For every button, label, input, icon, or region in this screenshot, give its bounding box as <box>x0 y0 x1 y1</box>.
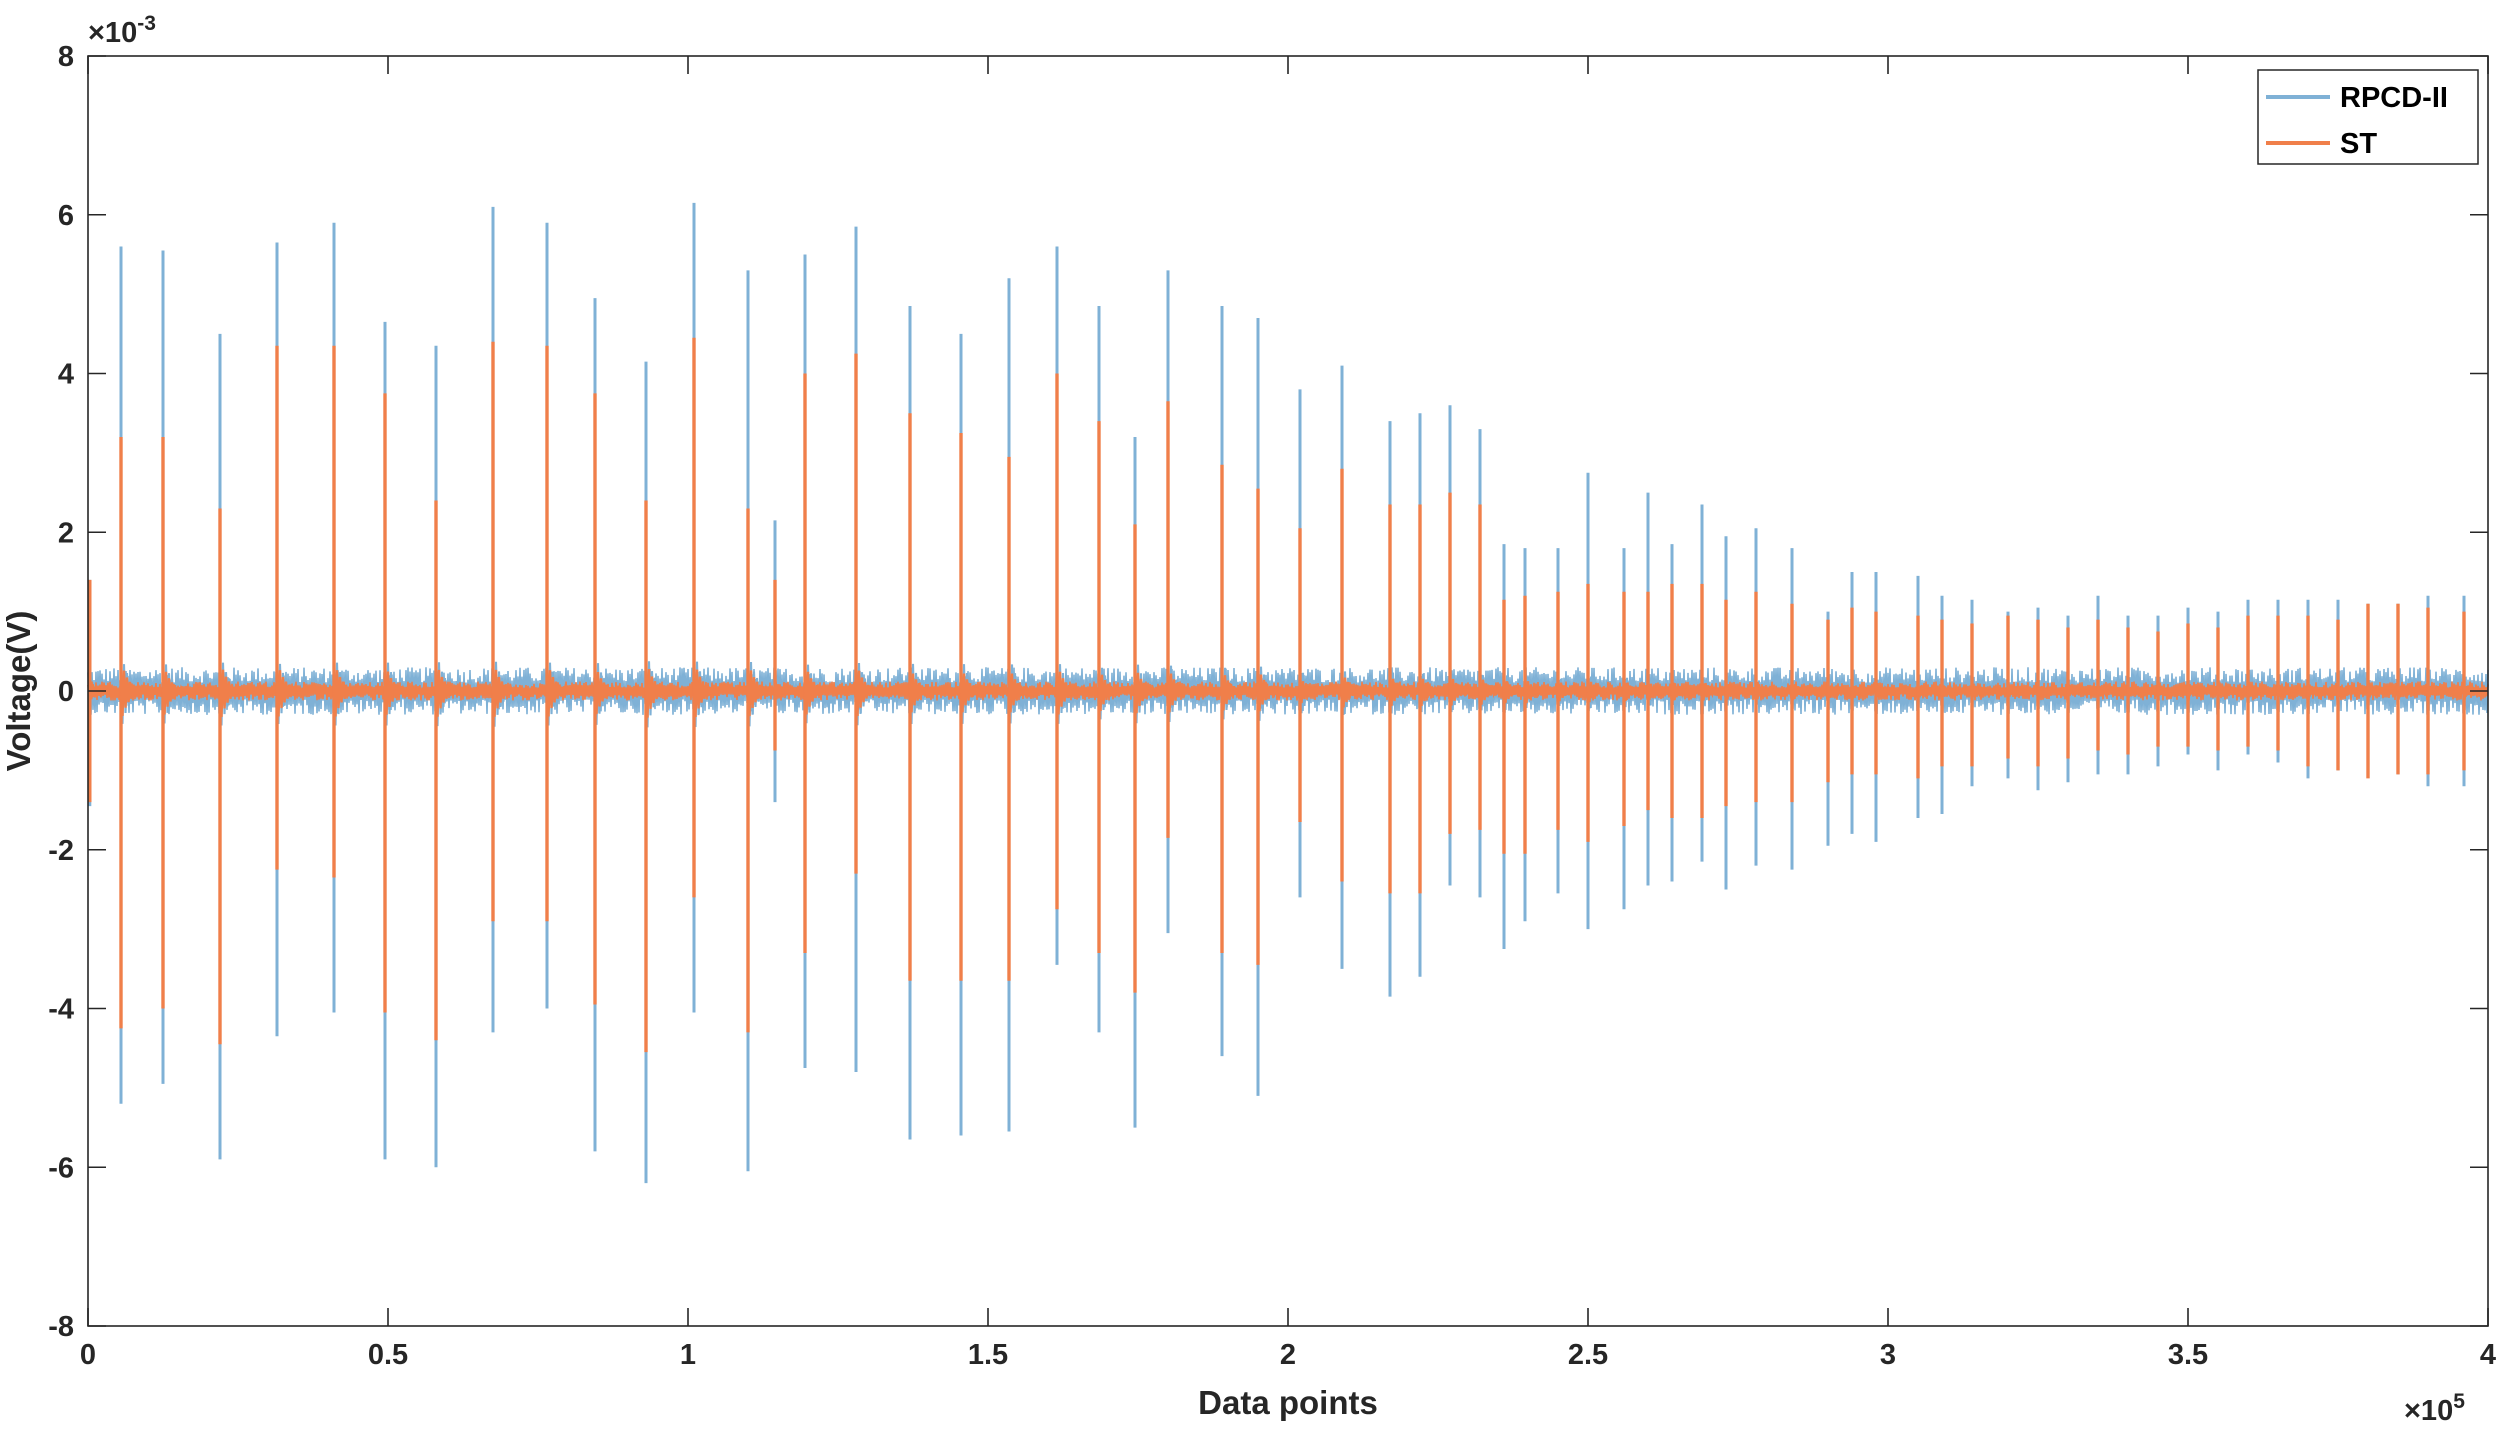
st-ringing <box>2036 684 2059 698</box>
st-ringing <box>1790 680 1813 700</box>
st-ringing <box>593 662 616 715</box>
x-tick-label: 4 <box>2480 1339 2496 1371</box>
st-ringing <box>2366 682 2389 699</box>
x-tick-label: 2.5 <box>1568 1339 1608 1371</box>
series-layer <box>87 202 2489 1184</box>
x-multiplier-base: ×10 <box>2404 1395 2453 1427</box>
st-ringing <box>2186 683 2209 697</box>
st-ringing <box>2396 682 2419 699</box>
st-ringing <box>908 664 931 713</box>
y-tick-label: 2 <box>58 517 74 549</box>
y-tick-label: -8 <box>48 1311 74 1343</box>
y-tick-label: 6 <box>58 200 74 232</box>
st-ringing <box>1478 674 1501 705</box>
st-ringing <box>218 659 241 718</box>
st-ringing <box>2276 684 2299 698</box>
st-ringing <box>1874 683 1897 699</box>
st-ringing <box>1418 672 1441 706</box>
x-axis-title: Data points <box>1198 1384 1378 1421</box>
st-ringing <box>773 680 796 700</box>
y-multiplier: ×10-3 <box>88 12 156 49</box>
x-multiplier: ×105 <box>2404 1390 2465 1427</box>
st-ringing <box>383 662 406 715</box>
y-tick-label: -4 <box>48 994 74 1026</box>
x-tick-label: 2 <box>1280 1339 1296 1371</box>
st-ringing <box>2426 683 2449 699</box>
y-tick-label: -6 <box>48 1152 74 1184</box>
x-tick-label: 0 <box>80 1339 96 1371</box>
y-axis-title: Voltage(V) <box>0 611 37 772</box>
st-ringing <box>2126 684 2149 697</box>
st-ringing <box>1724 680 1747 700</box>
st-ringing <box>1502 676 1525 704</box>
y-multiplier-exponent: -3 <box>137 12 156 35</box>
st-ringing <box>491 659 514 717</box>
st-ringing <box>2306 684 2329 698</box>
st-ringing <box>959 664 982 713</box>
st-ringing <box>1256 666 1279 712</box>
rpcd-ii-noise-trace <box>87 667 2489 715</box>
st-ringing <box>1007 664 1030 713</box>
st-ringing <box>1298 676 1321 704</box>
y-tick-label: 8 <box>58 41 74 73</box>
st-ringing <box>746 660 769 717</box>
st-ringing <box>1166 664 1189 713</box>
x-tick-label: 3 <box>1880 1339 1896 1371</box>
st-ringing <box>1646 680 1669 700</box>
st-ringing <box>2096 683 2119 698</box>
st-ringing <box>803 662 826 715</box>
st-ringing <box>1097 666 1120 711</box>
st-ringing <box>1826 682 1849 698</box>
y-tick-label: -2 <box>48 835 74 867</box>
st-ringing <box>545 659 568 717</box>
st-ringing <box>2156 684 2179 697</box>
legend: RPCD-II ST <box>2257 69 2479 165</box>
x-tick-label: 0.5 <box>368 1339 408 1371</box>
st-ringing <box>1850 683 1873 699</box>
st-ringing <box>1388 672 1411 706</box>
x-multiplier-exponent: 5 <box>2453 1390 2465 1413</box>
st-ringing <box>644 658 667 718</box>
st-ringing <box>1754 680 1777 700</box>
st-ringing <box>1220 667 1243 711</box>
st-ringing <box>1340 670 1363 708</box>
st-ringing <box>1133 663 1156 714</box>
legend-box <box>2257 69 2479 165</box>
st-ringing <box>1448 673 1471 706</box>
st-ringing <box>2006 684 2029 698</box>
st-ringing <box>1622 678 1645 701</box>
st-ringing <box>275 659 298 717</box>
st-ringing <box>2066 683 2089 697</box>
legend-label-st: ST <box>2340 128 2377 160</box>
legend-label-rpcd-ii: RPCD-II <box>2340 82 2448 114</box>
st-ringing <box>1940 684 1963 698</box>
st-ringing <box>2246 684 2269 698</box>
st-ringing <box>2216 684 2239 697</box>
x-tick-label: 1.5 <box>968 1339 1008 1371</box>
st-noise-trace <box>87 681 2489 701</box>
st-ringing <box>692 659 715 718</box>
x-tick-label: 3.5 <box>2168 1339 2208 1371</box>
st-ringing <box>1700 679 1723 701</box>
st-ringing <box>1523 676 1546 704</box>
y-tick-label: 0 <box>58 676 74 708</box>
st-ringing <box>2336 683 2359 698</box>
st-ringing <box>161 662 184 715</box>
st-ringing <box>1556 678 1579 702</box>
st-ringing <box>1586 677 1609 703</box>
ticks-layer: 0 0.5 1 1.5 2 2.5 3 3.5 4 -8 -6 -4 -2 0 2 4 6 8 <box>48 41 2496 1371</box>
x-tick-label: 1 <box>680 1339 696 1371</box>
y-multiplier-base: ×10 <box>88 17 137 49</box>
y-tick-label: 4 <box>58 359 74 391</box>
st-ringing <box>1670 679 1693 701</box>
st-ringing <box>854 660 877 716</box>
st-ringing <box>332 659 355 717</box>
st-ringing <box>1055 662 1078 715</box>
st-ringing <box>1970 684 1993 698</box>
st-ringing <box>1916 682 1939 699</box>
st-ringing <box>119 660 142 716</box>
st-ringing <box>434 659 457 717</box>
